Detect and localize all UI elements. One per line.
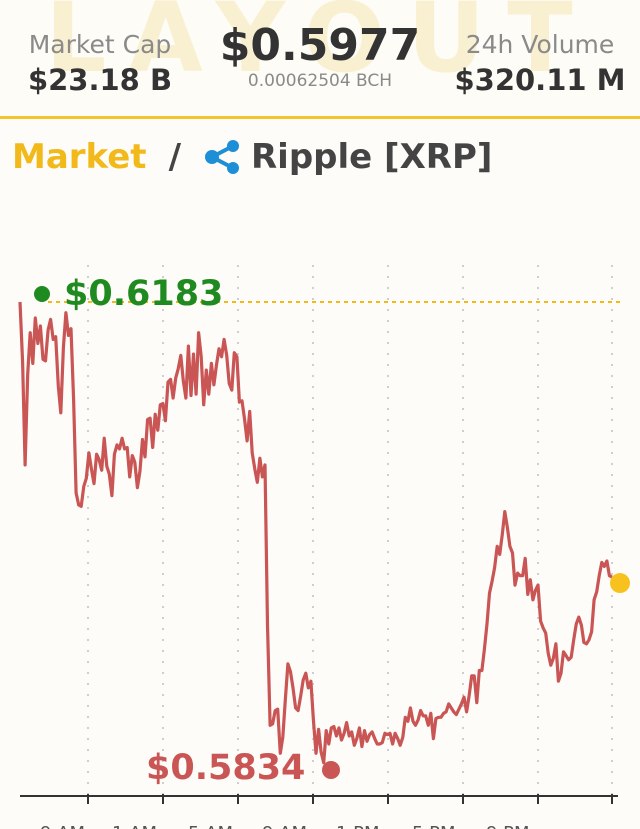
x-axis-tick-label: 1 PM [336, 823, 380, 829]
x-axis-tick-label: 9 PM [486, 823, 530, 829]
x-axis-tick-label: 9 AM [262, 823, 307, 829]
high-marker [34, 286, 50, 302]
volume-stat: 24h Volume $320.11 M [440, 30, 640, 97]
x-axis-tick-label: 1 AM [112, 823, 157, 829]
market-cap-value: $23.18 B [27, 63, 173, 97]
x-axis-tick-label: 9 AM [40, 823, 85, 829]
breadcrumb-separator: / [168, 137, 181, 177]
ripple-logo-icon [204, 140, 239, 174]
price-chart-svg: 9 AM 1 AM 5 AM 9 AM 1 PM 5 PM 9 PM [18, 265, 630, 829]
breadcrumb: Market / Ripple [XRP] [12, 134, 492, 180]
current-price: $0.5977 [219, 20, 421, 71]
market-cap-label: Market Cap [28, 30, 172, 59]
header-watermark: LAYOUT [45, 0, 595, 94]
low-marker [322, 761, 340, 779]
breadcrumb-coin: Ripple [XRP] [203, 137, 492, 177]
market-cap-stat: Market Cap $23.18 B [0, 30, 200, 97]
price-chart: 9 AM 1 AM 5 AM 9 AM 1 PM 5 PM 9 PM $0.6183 $0.… [0, 180, 640, 829]
volume-label: 24h Volume [465, 30, 615, 59]
price-stat: $0.5977 0.00062504 BCH [200, 20, 440, 91]
current-price-marker [610, 573, 630, 594]
stats-header: LAYOUT Market Cap $23.18 B $0.5977 0.000… [0, 0, 640, 119]
low-price-label: $0.5834 [146, 748, 306, 788]
breadcrumb-market-link[interactable]: Market [12, 137, 147, 177]
x-axis-tick-label: 5 PM [412, 823, 456, 829]
volume-value: $320.11 M [454, 63, 626, 97]
price-line [18, 301, 613, 765]
breadcrumb-coin-name: Ripple [XRP] [250, 137, 493, 177]
high-price-label: $0.6183 [64, 274, 224, 314]
price-in-bch: 0.00062504 BCH [247, 71, 393, 91]
x-axis-tick-label: 5 AM [188, 823, 233, 829]
